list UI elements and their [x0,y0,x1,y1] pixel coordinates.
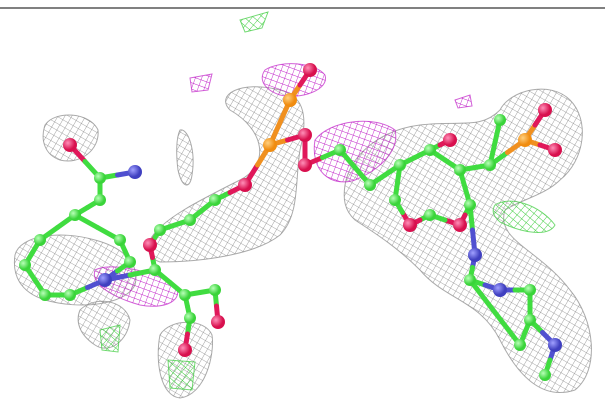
atom [298,158,312,172]
bond [467,277,498,315]
atom [184,312,196,324]
atom [263,138,277,152]
density-mesh [239,11,269,33]
atom [484,159,496,171]
density-mesh [313,120,397,183]
atom [143,238,157,252]
atom [128,165,142,179]
atom [548,143,562,157]
atom [184,214,196,226]
atom [424,209,436,221]
atom [514,339,526,351]
atom [211,315,225,329]
atom [524,284,536,296]
atom [283,93,297,107]
atom [34,234,46,246]
atom [403,218,417,232]
atom [548,338,562,352]
atom [334,144,346,156]
atom [179,289,191,301]
atom [63,138,77,152]
atom [149,264,161,276]
atom [464,199,476,211]
density-mesh [148,86,305,263]
atom [493,283,507,297]
density-mesh [167,359,196,391]
atom [539,369,551,381]
density-mesh [492,200,556,233]
atom [209,194,221,206]
density-mesh [189,73,213,93]
atom [124,256,136,268]
atom [94,194,106,206]
atom [19,259,31,271]
atom [94,172,106,184]
atom [464,274,476,286]
atom [64,289,76,301]
atom [209,284,221,296]
atom [114,234,126,246]
density-mesh [42,114,99,162]
atom [424,144,436,156]
atom [178,343,192,357]
atom [538,103,552,117]
atom [298,128,312,142]
atom [443,133,457,147]
atom [39,289,51,301]
atom [389,194,401,206]
atom [524,314,536,326]
density-mesh [176,129,194,186]
atom [303,63,317,77]
atom [154,224,166,236]
atom [238,178,252,192]
atom [364,179,376,191]
bond [492,310,523,348]
atom [494,114,506,126]
atom [394,159,406,171]
density-mesh [454,94,473,109]
density-mesh [99,324,121,353]
atom [69,209,81,221]
atom [468,248,482,262]
atom [453,218,467,232]
atom [98,273,112,287]
atom [454,164,466,176]
atom [518,133,532,147]
